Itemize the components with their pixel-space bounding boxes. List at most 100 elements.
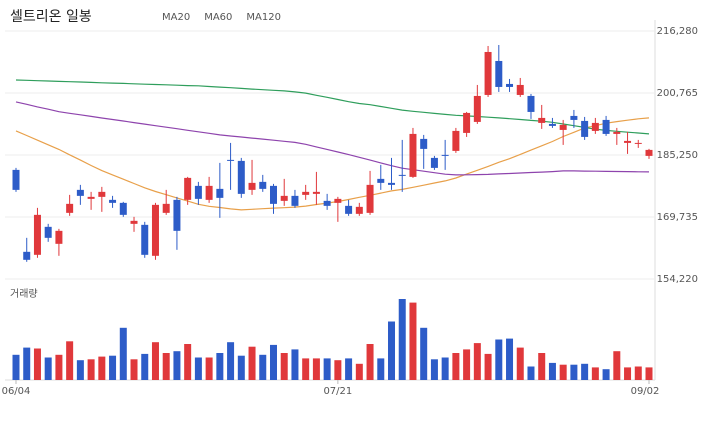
- candle-body: [602, 119, 610, 134]
- candle-body: [205, 185, 213, 200]
- y-tick-label: 169,735: [657, 212, 698, 223]
- candle-body: [33, 214, 41, 255]
- candle-body: [259, 181, 267, 189]
- volume-bar: [484, 353, 492, 380]
- candle-body: [624, 140, 632, 143]
- candle-body: [634, 142, 642, 144]
- candle-body: [484, 51, 492, 95]
- volume-bar: [12, 354, 20, 380]
- candle-body: [87, 196, 95, 199]
- volume-bar: [452, 353, 460, 380]
- candle-body: [98, 191, 106, 197]
- volume-bar: [473, 343, 481, 380]
- candle-body: [473, 95, 481, 122]
- volume-bar: [33, 348, 41, 380]
- volume-bar: [613, 351, 621, 380]
- candle-body: [463, 112, 471, 133]
- candle-body: [366, 184, 374, 213]
- volume-bar: [141, 353, 149, 380]
- volume-bar: [227, 342, 235, 380]
- volume-bar: [216, 353, 224, 380]
- volume-bar: [591, 367, 599, 380]
- chart-title: 셀트리온 일봉: [10, 9, 92, 25]
- candle-body: [570, 115, 578, 120]
- candle-body: [581, 120, 589, 137]
- candle-body: [441, 154, 449, 156]
- volume-bar: [259, 354, 267, 380]
- volume-bar: [409, 302, 417, 380]
- volume-bar: [355, 363, 363, 380]
- volume-bar: [55, 354, 63, 380]
- candle-body: [162, 203, 170, 213]
- candle-body: [173, 199, 181, 231]
- volume-bar: [634, 366, 642, 380]
- volume-label: 거래량: [10, 288, 38, 300]
- volume-bar: [151, 342, 159, 380]
- volume-bar: [398, 299, 406, 380]
- candle-body: [302, 191, 310, 195]
- candle-body: [452, 130, 460, 151]
- y-tick-label: 185,250: [657, 150, 698, 161]
- volume-bar: [388, 321, 396, 380]
- y-tick-label: 154,220: [657, 274, 698, 285]
- candle-body: [141, 224, 149, 255]
- candle-body: [312, 191, 320, 194]
- volume-bar: [645, 367, 653, 380]
- volume-bar: [44, 357, 52, 380]
- volume-bar: [624, 367, 632, 380]
- candle-body: [334, 198, 342, 203]
- volume-bar: [184, 344, 192, 380]
- volume-bar: [312, 358, 320, 380]
- candle-body: [130, 220, 138, 224]
- candle-body: [398, 174, 406, 176]
- y-tick-label: 200,765: [657, 88, 698, 99]
- volume-bar: [441, 357, 449, 380]
- candle-body: [184, 177, 192, 200]
- candle-body: [55, 230, 63, 244]
- candle-body: [548, 123, 556, 126]
- volume-bar: [581, 363, 589, 380]
- candle-body: [516, 84, 524, 95]
- volume-bar: [280, 353, 288, 380]
- candle-body: [645, 149, 653, 156]
- x-tick-label: 07/21: [323, 386, 352, 397]
- volume-bar: [87, 359, 95, 380]
- volume-bar: [205, 357, 213, 380]
- volume-bar: [76, 360, 84, 380]
- candle-body: [323, 200, 331, 206]
- candle-body: [23, 251, 31, 260]
- candle-body: [388, 182, 396, 185]
- candle-body: [613, 131, 621, 134]
- volume-bar: [194, 357, 202, 380]
- candle-body: [66, 203, 74, 213]
- candle-body: [76, 189, 84, 196]
- volume-bar: [334, 360, 342, 380]
- candle-body: [216, 188, 224, 198]
- legend-entry: MA120: [246, 12, 281, 23]
- candle-body: [495, 60, 503, 87]
- volume-bar: [516, 347, 524, 380]
- volume-bar: [548, 362, 556, 380]
- candle-body: [291, 195, 299, 206]
- candle-body: [559, 124, 567, 130]
- volume-bar: [237, 355, 245, 380]
- volume-bar: [98, 356, 106, 380]
- candle-body: [591, 122, 599, 131]
- volume-bar: [66, 341, 74, 380]
- y-tick-label: 216,280: [657, 26, 698, 37]
- x-tick-label: 06/04: [2, 386, 31, 397]
- legend-entry: MA60: [204, 12, 232, 23]
- ma-line: [15, 101, 650, 176]
- volume-bar: [345, 358, 353, 380]
- volume-bar: [506, 338, 514, 380]
- candle-body: [119, 202, 127, 215]
- candle-body: [280, 195, 288, 201]
- candle-body: [194, 185, 202, 199]
- volume-bar: [248, 346, 256, 380]
- volume-bar: [570, 364, 578, 380]
- legend-entry: MA20: [162, 12, 190, 23]
- candle-body: [151, 204, 159, 256]
- volume-bar: [377, 358, 385, 380]
- volume-bar: [495, 339, 503, 380]
